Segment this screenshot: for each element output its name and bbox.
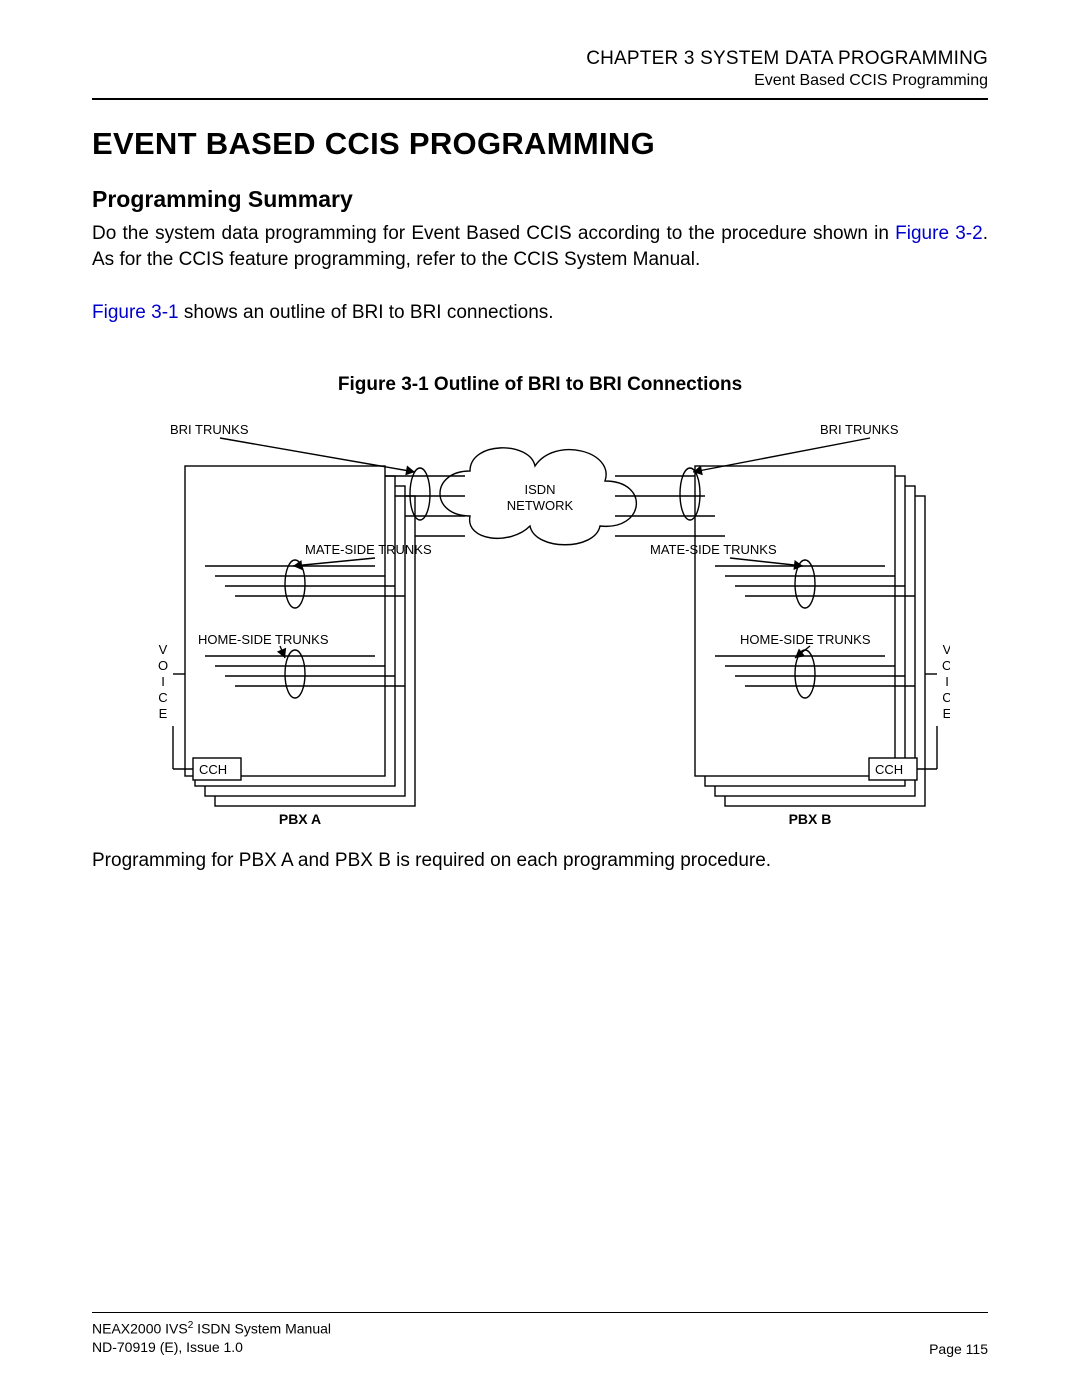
after-figure-paragraph: Programming for PBX A and PBX B is requi… xyxy=(92,850,988,872)
section-heading: Event Based CCIS Programming xyxy=(92,72,988,90)
svg-text:CCH: CCH xyxy=(199,762,227,777)
svg-text:BRI TRUNKS: BRI TRUNKS xyxy=(170,422,249,437)
figure-caption: Figure 3-1 Outline of BRI to BRI Connect… xyxy=(92,374,988,396)
footer-docid: ND-70919 (E), Issue 1.0 xyxy=(92,1338,331,1357)
text: shows an outline of BRI to BRI connectio… xyxy=(179,302,554,323)
svg-text:HOME-SIDE TRUNKS: HOME-SIDE TRUNKS xyxy=(740,632,871,647)
figure-3-1-link[interactable]: Figure 3-1 xyxy=(92,302,179,323)
summary-paragraph-1: Do the system data programming for Event… xyxy=(92,221,988,272)
figure-3-2-link[interactable]: Figure 3-2 xyxy=(895,223,983,244)
svg-text:CCH: CCH xyxy=(875,762,903,777)
bri-connections-diagram: ISDNNETWORKVVOOIICCEECCHCCHBRI TRUNKSBRI… xyxy=(130,406,950,826)
footer-product-tail: ISDN System Manual xyxy=(193,1320,331,1336)
svg-text:C: C xyxy=(942,690,950,705)
text: Do the system data programming for Event… xyxy=(92,223,895,244)
svg-text:PBX A: PBX A xyxy=(279,811,321,826)
summary-paragraph-2: Figure 3-1 shows an outline of BRI to BR… xyxy=(92,300,988,326)
svg-text:V: V xyxy=(943,642,950,657)
svg-text:E: E xyxy=(943,706,950,721)
svg-text:C: C xyxy=(158,690,167,705)
svg-text:PBX B: PBX B xyxy=(789,811,832,826)
svg-text:BRI TRUNKS: BRI TRUNKS xyxy=(820,422,899,437)
page-footer: NEAX2000 IVS2 ISDN System Manual ND-7091… xyxy=(92,1312,988,1357)
footer-product: NEAX2000 IVS xyxy=(92,1320,188,1336)
svg-text:ISDN: ISDN xyxy=(524,482,555,497)
svg-text:HOME-SIDE TRUNKS: HOME-SIDE TRUNKS xyxy=(198,632,329,647)
page-title: EVENT BASED CCIS PROGRAMMING xyxy=(92,126,988,162)
svg-text:NETWORK: NETWORK xyxy=(507,498,574,513)
svg-text:I: I xyxy=(161,674,165,689)
svg-text:MATE-SIDE TRUNKS: MATE-SIDE TRUNKS xyxy=(305,542,432,557)
header-rule xyxy=(92,98,988,100)
svg-text:MATE-SIDE TRUNKS: MATE-SIDE TRUNKS xyxy=(650,542,777,557)
svg-text:O: O xyxy=(942,658,950,673)
svg-text:I: I xyxy=(945,674,949,689)
chapter-heading: CHAPTER 3 SYSTEM DATA PROGRAMMING xyxy=(92,48,988,70)
footer-rule xyxy=(92,1312,988,1313)
svg-text:O: O xyxy=(158,658,168,673)
svg-text:V: V xyxy=(159,642,168,657)
programming-summary-heading: Programming Summary xyxy=(92,186,988,213)
footer-page-number: Page 115 xyxy=(929,1341,988,1357)
svg-text:E: E xyxy=(159,706,168,721)
